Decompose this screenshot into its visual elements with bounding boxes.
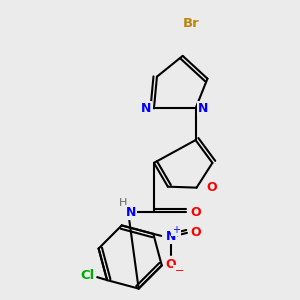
Text: N: N: [126, 206, 136, 219]
Text: N: N: [141, 102, 151, 115]
Text: +: +: [172, 225, 180, 235]
Text: −: −: [174, 266, 184, 275]
Text: N: N: [166, 230, 176, 243]
Text: N: N: [198, 102, 209, 115]
Text: O: O: [166, 258, 176, 271]
Text: Cl: Cl: [80, 269, 94, 282]
Text: O: O: [190, 226, 201, 239]
Text: O: O: [190, 206, 201, 219]
Text: Br: Br: [183, 17, 200, 30]
Text: H: H: [119, 197, 128, 208]
Text: O: O: [206, 181, 217, 194]
